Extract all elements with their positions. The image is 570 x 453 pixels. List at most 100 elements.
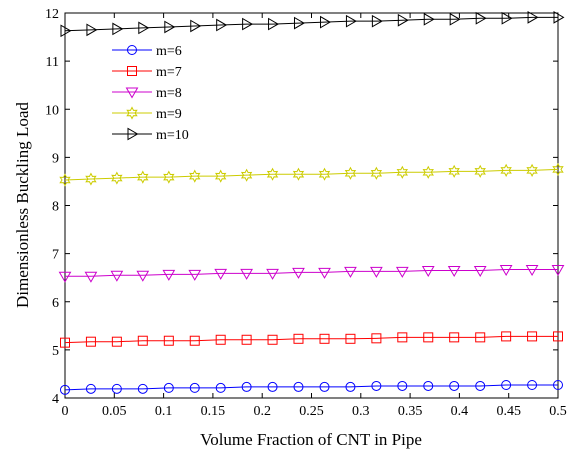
legend-item: m=6 <box>112 44 182 59</box>
x-tick-label: 0.45 <box>496 404 521 419</box>
series-line <box>64 168 559 181</box>
legend-label: m=6 <box>156 44 182 59</box>
data-point <box>58 271 72 283</box>
data-point <box>423 332 434 343</box>
data-point <box>527 380 538 391</box>
data-point <box>216 18 228 32</box>
data-point <box>318 267 331 279</box>
data-point <box>319 381 330 392</box>
legend-item: m=10 <box>112 127 189 143</box>
data-point <box>85 336 96 347</box>
legend-label: m=8 <box>156 86 182 101</box>
data-point <box>449 380 460 391</box>
data-point <box>501 11 513 25</box>
data-point <box>320 15 332 29</box>
x-tick-label: 0.2 <box>253 404 271 419</box>
data-point <box>267 381 278 392</box>
legend-label: m=9 <box>156 107 182 122</box>
data-point <box>86 23 98 37</box>
data-point <box>397 13 409 27</box>
data-point <box>448 164 460 178</box>
data-point <box>553 331 563 342</box>
legend-marker <box>127 66 137 76</box>
x-axis-ticks: 0 0.05 0.1 0.15 0.2 0.25 0.3 0.35 0.4 0.45 0.5 <box>62 13 567 419</box>
data-point <box>345 381 356 392</box>
legend-item: m=7 <box>112 65 182 80</box>
legend-item: m=8 <box>112 86 182 101</box>
data-point <box>473 265 487 277</box>
data-point <box>370 266 383 278</box>
data-point <box>527 10 539 24</box>
data-point <box>60 384 70 395</box>
data-point <box>137 383 148 394</box>
data-point <box>345 333 356 344</box>
data-point <box>293 381 304 392</box>
data-point <box>60 24 72 38</box>
data-point <box>345 14 357 28</box>
data-point <box>163 170 175 184</box>
data-point <box>527 331 538 342</box>
data-point <box>474 164 486 178</box>
data-point <box>163 335 174 346</box>
data-point <box>396 165 409 179</box>
series-layer <box>58 10 565 395</box>
data-point <box>344 266 357 278</box>
data-point <box>138 21 150 35</box>
data-point <box>162 269 176 281</box>
data-point <box>241 334 252 345</box>
y-tick-label: 4 <box>52 392 59 407</box>
y-tick-label: 11 <box>46 55 59 70</box>
data-point <box>188 269 202 281</box>
data-point <box>422 165 434 179</box>
y-tick-label: 9 <box>52 151 59 166</box>
data-point <box>500 163 512 177</box>
data-point <box>475 11 487 25</box>
data-point <box>499 265 513 277</box>
y-tick-label: 12 <box>45 7 59 22</box>
data-point <box>84 271 98 283</box>
x-tick-label: 0 <box>62 404 69 419</box>
data-point <box>189 335 200 346</box>
data-point <box>266 268 279 280</box>
data-point <box>137 170 149 184</box>
data-point <box>189 382 200 393</box>
y-tick-label: 10 <box>45 103 59 118</box>
data-point <box>318 167 331 181</box>
data-point <box>164 20 176 34</box>
data-point <box>371 380 382 391</box>
data-point <box>110 270 124 282</box>
data-point <box>266 167 279 181</box>
data-point <box>553 10 565 24</box>
data-point <box>292 267 305 279</box>
data-point <box>268 17 280 31</box>
data-point <box>371 14 383 28</box>
data-point <box>60 337 70 348</box>
data-point <box>475 380 486 391</box>
legend: m=6 m=7 m=8 m=9 m=10 <box>112 44 189 143</box>
legend-marker <box>127 45 137 55</box>
y-axis-title: Dimensionless Buckling Load <box>13 102 32 308</box>
data-point <box>552 162 564 177</box>
data-point <box>449 332 460 343</box>
data-point <box>215 382 226 393</box>
data-point <box>397 332 408 343</box>
series-line <box>65 269 558 277</box>
y-tick-label: 6 <box>52 296 59 311</box>
data-point <box>319 333 330 344</box>
data-point <box>423 380 434 391</box>
data-point <box>267 334 278 345</box>
legend-label: m=10 <box>156 128 189 143</box>
data-point <box>292 167 305 181</box>
data-point <box>215 334 226 345</box>
data-point <box>525 265 539 277</box>
legend-marker <box>126 106 138 120</box>
data-point <box>240 168 253 182</box>
data-point <box>111 383 122 394</box>
y-tick-label: 5 <box>52 344 59 359</box>
data-point <box>111 336 122 347</box>
data-point <box>240 268 253 280</box>
data-point <box>136 270 150 282</box>
series-m=8 <box>58 265 565 283</box>
data-point <box>395 266 409 278</box>
